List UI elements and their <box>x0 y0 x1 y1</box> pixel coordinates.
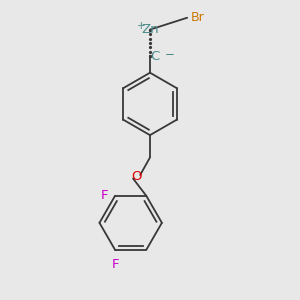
Text: Br: Br <box>191 11 205 24</box>
Text: F: F <box>111 258 119 271</box>
Text: +: + <box>137 21 146 31</box>
Text: O: O <box>131 170 142 183</box>
Text: F: F <box>101 189 109 202</box>
Text: C: C <box>151 50 160 63</box>
Text: Zn: Zn <box>141 23 159 36</box>
Text: −: − <box>164 48 174 62</box>
